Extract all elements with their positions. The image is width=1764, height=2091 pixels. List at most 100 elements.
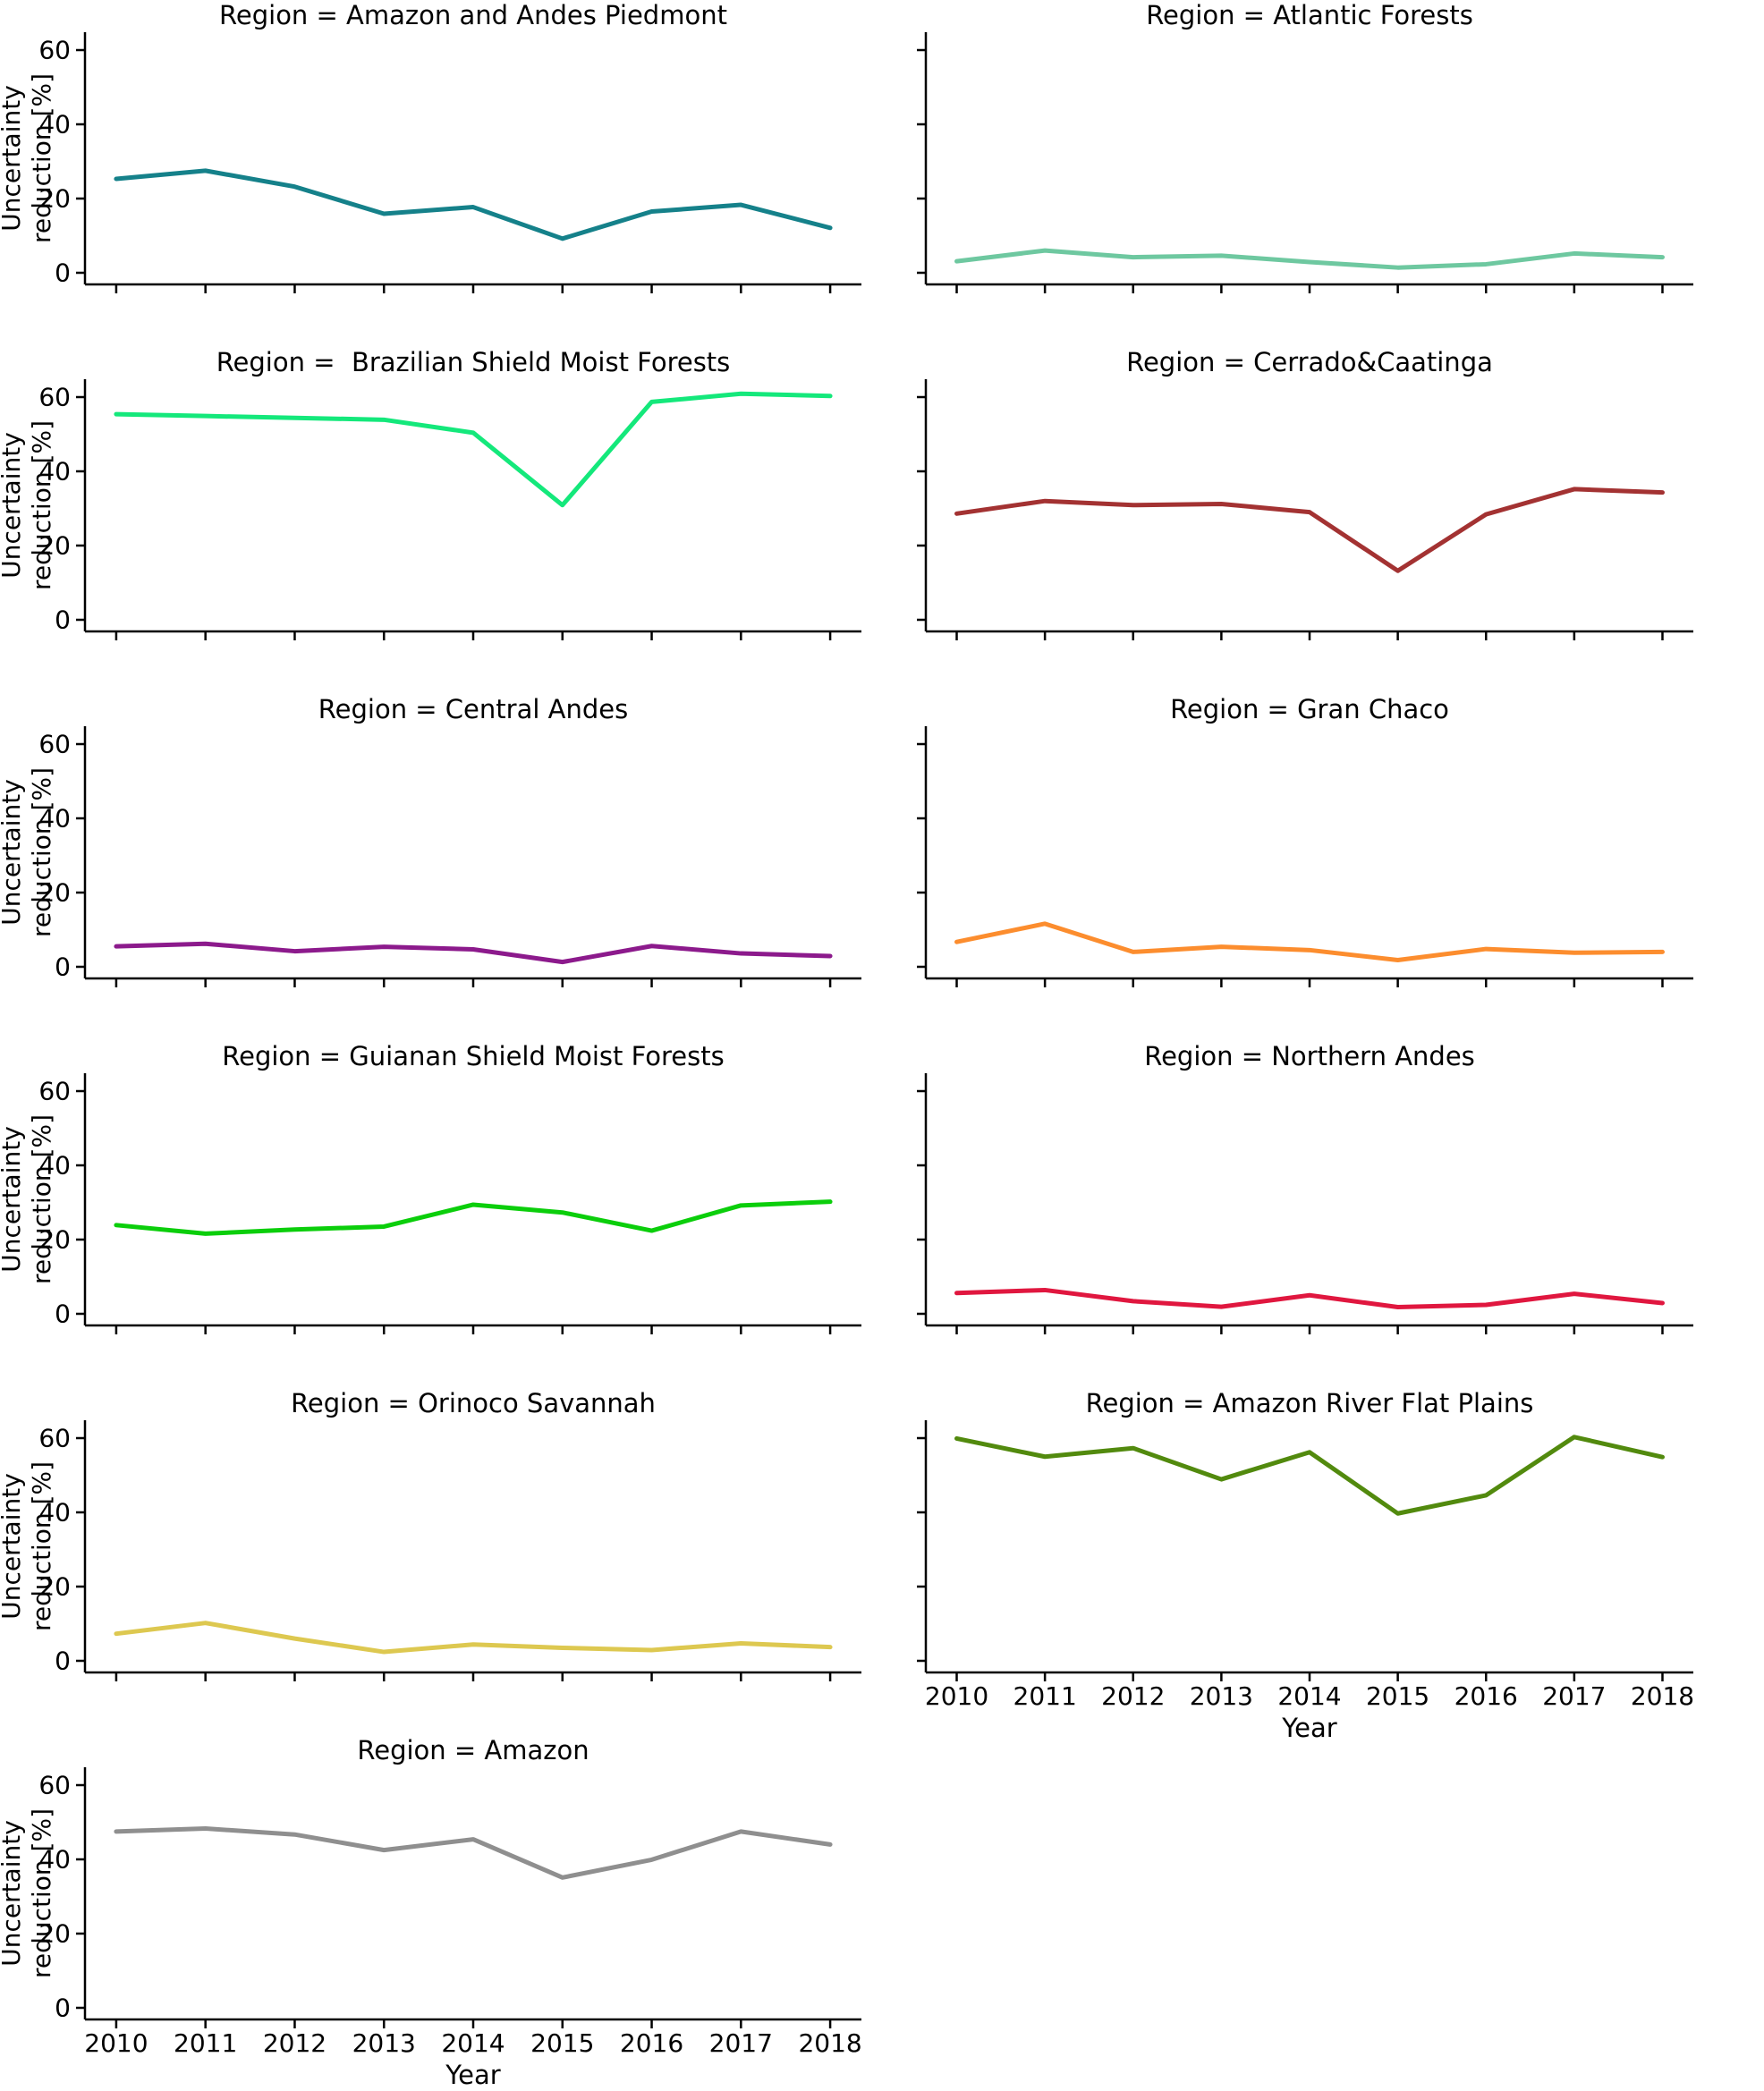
panel-amazon-and-andes-piedmont: Region = Amazon and Andes Piedmont 0 20 40 6… (0, 0, 882, 347)
y-axis-label-line1: Uncertainty (0, 779, 26, 926)
panel-title: Region = Orinoco Savannah (0, 1388, 882, 1418)
data-line (954, 248, 1665, 270)
data-line (114, 168, 833, 241)
y-axis-label-line2: reduction [%] (27, 420, 56, 590)
x-tick-label: 2012 (1101, 1681, 1165, 1711)
line-chart: 0 20 40 60 Uncertaintyreduction [%] (0, 379, 861, 640)
y-tick-label: 60 (38, 730, 71, 759)
y-axis-label-line1: Uncertainty (0, 1126, 26, 1273)
panel-guianan-shield-moist-forests: Region = Guianan Shield Moist Forests 0 20… (0, 1041, 882, 1388)
x-axis-label: Year (445, 2060, 500, 2090)
data-line (954, 487, 1665, 573)
panel-orinoco-savannah: Region = Orinoco Savannah 0 20 40 60 Uncertai… (0, 1388, 882, 1735)
data-line (114, 1826, 833, 1880)
panel-title: Region = Central Andes (0, 694, 882, 724)
data-line (954, 1435, 1665, 1516)
x-tick-label: 2011 (174, 2028, 237, 2058)
panel-title-text: Region = Cerrado&Caatinga (1126, 347, 1493, 377)
y-tick-label: 60 (38, 1077, 71, 1106)
panel-title: Region = Amazon (0, 1735, 882, 1765)
line-chart: 0 20 40 60 Uncertaintyreduction [%] (0, 726, 861, 987)
panel-title: Region = Brazilian Shield Moist Forests (0, 347, 882, 377)
data-line (114, 1199, 833, 1236)
line-chart (917, 726, 1693, 987)
line-chart (917, 379, 1693, 640)
data-line (114, 391, 833, 508)
y-axis-label-line2: reduction [%] (27, 1114, 56, 1284)
y-axis-label: Uncertaintyreduction [%] (0, 1461, 56, 1631)
x-tick-label: 2017 (709, 2028, 773, 2058)
line-chart (917, 1073, 1693, 1334)
y-axis-label: Uncertaintyreduction [%] (0, 420, 56, 590)
y-tick-label: 60 (38, 383, 71, 412)
data-line (954, 1287, 1665, 1310)
data-line (954, 921, 1665, 963)
y-tick-label: 0 (55, 1994, 71, 2023)
y-axis-label-line1: Uncertainty (0, 85, 26, 232)
y-axis-label-line1: Uncertainty (0, 1820, 26, 1967)
x-tick-label: 2016 (1454, 1681, 1518, 1711)
y-tick-label: 40 (38, 110, 71, 140)
panel-title-text: Region = Amazon and Andes Piedmont (219, 0, 727, 30)
line-chart: 2010 2011 2012 2013 2014 2015 2016 2017 2018 Year (917, 1420, 1694, 1743)
y-tick-label: 20 (38, 1919, 71, 1949)
x-tick-label: 2014 (1277, 1681, 1341, 1711)
line-chart (917, 32, 1693, 293)
panel-central-andes: Region = Central Andes 0 20 40 60 Uncertainty… (0, 694, 882, 1041)
panel-gran-chaco: Region = Gran Chaco (882, 694, 1764, 1041)
panel-title-text: Region = Central Andes (318, 694, 629, 724)
y-axis-label-line2: reduction [%] (27, 73, 56, 243)
data-line (114, 941, 833, 965)
x-tick-label: 2013 (352, 2028, 416, 2058)
x-tick-label: 2015 (1366, 1681, 1429, 1711)
panel-title: Region = Amazon River Flat Plains (882, 1388, 1764, 1418)
x-tick-label: 2018 (1631, 1681, 1694, 1711)
panel-title-text: Region = Guianan Shield Moist Forests (222, 1041, 725, 1071)
y-tick-label: 40 (38, 457, 71, 487)
y-axis-label: Uncertaintyreduction [%] (0, 73, 56, 243)
x-tick-label: 2018 (798, 2028, 861, 2058)
panel-atlantic-forests: Region = Atlantic Forests (882, 0, 1764, 347)
panel-title-text: Region = Amazon River Flat Plains (1085, 1388, 1534, 1418)
line-chart: 0 20 40 60 2010 2011 2012 2013 2014 2015 2016 2017 2… (0, 1767, 862, 2090)
y-tick-label: 40 (38, 1151, 71, 1181)
panel-title: Region = Cerrado&Caatinga (882, 347, 1764, 377)
data-line (114, 1621, 833, 1655)
line-chart: 0 20 40 60 Uncertaintyreduction [%] (0, 1073, 861, 1334)
y-axis-label-line2: reduction [%] (27, 767, 56, 937)
panel-title-text: Region = Amazon (357, 1735, 589, 1765)
x-tick-label: 2016 (620, 2028, 683, 2058)
y-tick-label: 40 (38, 804, 71, 834)
panel-title: Region = Guianan Shield Moist Forests (0, 1041, 882, 1071)
panel-title-text: Region = Atlantic Forests (1146, 0, 1473, 30)
panel-title: Region = Gran Chaco (882, 694, 1764, 724)
line-chart: 0 20 40 60 Uncertaintyreduction [%] (0, 32, 861, 293)
y-axis-label-line1: Uncertainty (0, 1473, 26, 1620)
panel-title: Region = Atlantic Forests (882, 0, 1764, 30)
y-tick-label: 20 (38, 531, 71, 561)
y-tick-label: 40 (38, 1498, 71, 1528)
y-axis-label: Uncertaintyreduction [%] (0, 767, 56, 937)
y-tick-label: 60 (38, 1771, 71, 1800)
x-tick-label: 2013 (1190, 1681, 1253, 1711)
x-tick-label: 2012 (263, 2028, 327, 2058)
y-tick-label: 40 (38, 1845, 71, 1875)
x-tick-label: 2011 (1013, 1681, 1077, 1711)
panel-title-text: Region = Gran Chaco (1170, 694, 1449, 724)
panel-amazon: Region = Amazon 0 20 40 60 2010 2011 2012 2013 20… (0, 1735, 882, 2090)
panel-title-text: Region = Orinoco Savannah (291, 1388, 656, 1418)
y-tick-label: 0 (55, 1299, 71, 1329)
x-tick-label: 2010 (925, 1681, 988, 1711)
x-axis-label: Year (1281, 1713, 1336, 1743)
y-axis-label: Uncertaintyreduction [%] (0, 1808, 56, 1978)
line-chart: 0 20 40 60 Uncertaintyreduction [%] (0, 1420, 861, 1681)
y-tick-label: 20 (38, 1572, 71, 1602)
panel-title-text: Region = Brazilian Shield Moist Forests (216, 347, 731, 377)
y-axis-label-line2: reduction [%] (27, 1808, 56, 1978)
y-tick-label: 20 (38, 1225, 71, 1255)
panel-cerrado-caatinga: Region = Cerrado&Caatinga (882, 347, 1764, 694)
panel-title: Region = Amazon and Andes Piedmont (0, 0, 882, 30)
panel-title: Region = Northern Andes (882, 1041, 1764, 1070)
panel-amazon-river-flat-plains: Region = Amazon River Flat Plains 2010 201… (882, 1388, 1764, 1743)
